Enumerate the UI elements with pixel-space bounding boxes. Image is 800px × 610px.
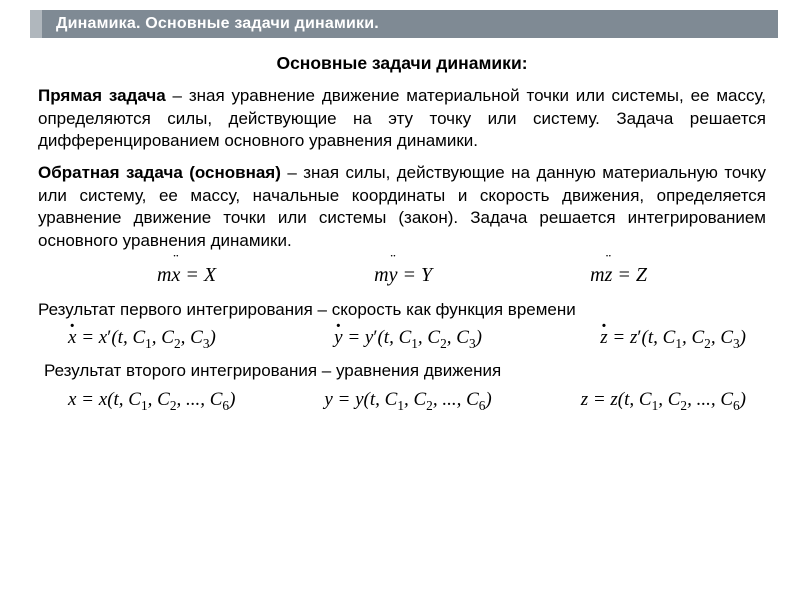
- sub-p6b: 6: [479, 398, 486, 413]
- eq-Y: Y: [421, 264, 432, 286]
- eq-m3: m: [590, 264, 604, 286]
- eq-xdot-fn: x: [99, 327, 107, 348]
- eq-yddot: y: [389, 262, 398, 288]
- sub-c2c: 2: [704, 336, 711, 351]
- sub-p1c: 1: [652, 398, 659, 413]
- para-inverse-bold: Обратная задача (основная): [38, 163, 281, 182]
- sub-c1b: 1: [411, 336, 418, 351]
- para-inverse: Обратная задача (основная) – зная силы, …: [38, 162, 766, 252]
- header-accent: [30, 10, 42, 38]
- eq-mx: mx = X: [157, 262, 216, 288]
- eq-m: m: [157, 264, 171, 286]
- eq-xddot: x: [171, 262, 180, 288]
- sub-c2: 2: [174, 336, 181, 351]
- eq-Z: Z: [636, 264, 647, 286]
- eq-xdot: x = x′(t, C1, C2, C3): [68, 325, 216, 352]
- content: Основные задачи динамики: Прямая задача …: [0, 38, 800, 414]
- eq-xdot-lhs: x: [68, 325, 76, 350]
- eq-ydot-lhs: y: [334, 325, 342, 350]
- sub-c1: 1: [145, 336, 152, 351]
- eq-zdot: z = z′(t, C1, C2, C3): [600, 325, 746, 352]
- header-title: Динамика. Основные задачи динамики.: [38, 15, 379, 33]
- sub-c3c: 3: [733, 336, 740, 351]
- eq-X: X: [204, 264, 216, 286]
- equation-row-diff: mx = X my = Y mz = Z: [78, 262, 726, 288]
- eq-ydot: y = y′(t, C1, C2, C3): [334, 325, 482, 352]
- para-direct-bold: Прямая задача: [38, 86, 166, 105]
- sub-c3: 3: [203, 336, 210, 351]
- sub-p2c: 2: [680, 398, 687, 413]
- sub-c1c: 1: [675, 336, 682, 351]
- eq-zdot-lhs: z: [600, 325, 607, 350]
- eq-mz: mz = Z: [590, 262, 647, 288]
- eq-x-pos: x = x(t, C1, C2, ..., C6): [68, 387, 235, 414]
- sub-c3b: 3: [469, 336, 476, 351]
- sub-p1b: 1: [397, 398, 404, 413]
- eq-y-pos: y = y(t, C1, C2, ..., C6): [324, 387, 491, 414]
- result-line-1: Результат первого интегрирования – скоро…: [38, 299, 766, 321]
- eq-my: my = Y: [374, 262, 432, 288]
- eq-z-pos: z = z(t, C1, C2, ..., C6): [581, 387, 746, 414]
- eq-zddot: z: [605, 262, 613, 288]
- result-line-2: Результат второго интегрирования – уравн…: [38, 360, 766, 382]
- sub-p1: 1: [141, 398, 148, 413]
- section-title: Основные задачи динамики:: [38, 52, 766, 75]
- equation-row-velocity: x = x′(t, C1, C2, C3) y = y′(t, C1, C2, …: [68, 325, 746, 352]
- equation-row-position: x = x(t, C1, C2, ..., C6) y = y(t, C1, C…: [68, 387, 746, 414]
- sub-p6: 6: [222, 398, 229, 413]
- para-direct: Прямая задача – зная уравнение движение …: [38, 85, 766, 152]
- sub-p6c: 6: [733, 398, 740, 413]
- sub-p2: 2: [170, 398, 177, 413]
- sub-p2b: 2: [426, 398, 433, 413]
- sub-c2b: 2: [440, 336, 447, 351]
- eq-m2: m: [374, 264, 388, 286]
- header-bar: Динамика. Основные задачи динамики.: [38, 10, 778, 38]
